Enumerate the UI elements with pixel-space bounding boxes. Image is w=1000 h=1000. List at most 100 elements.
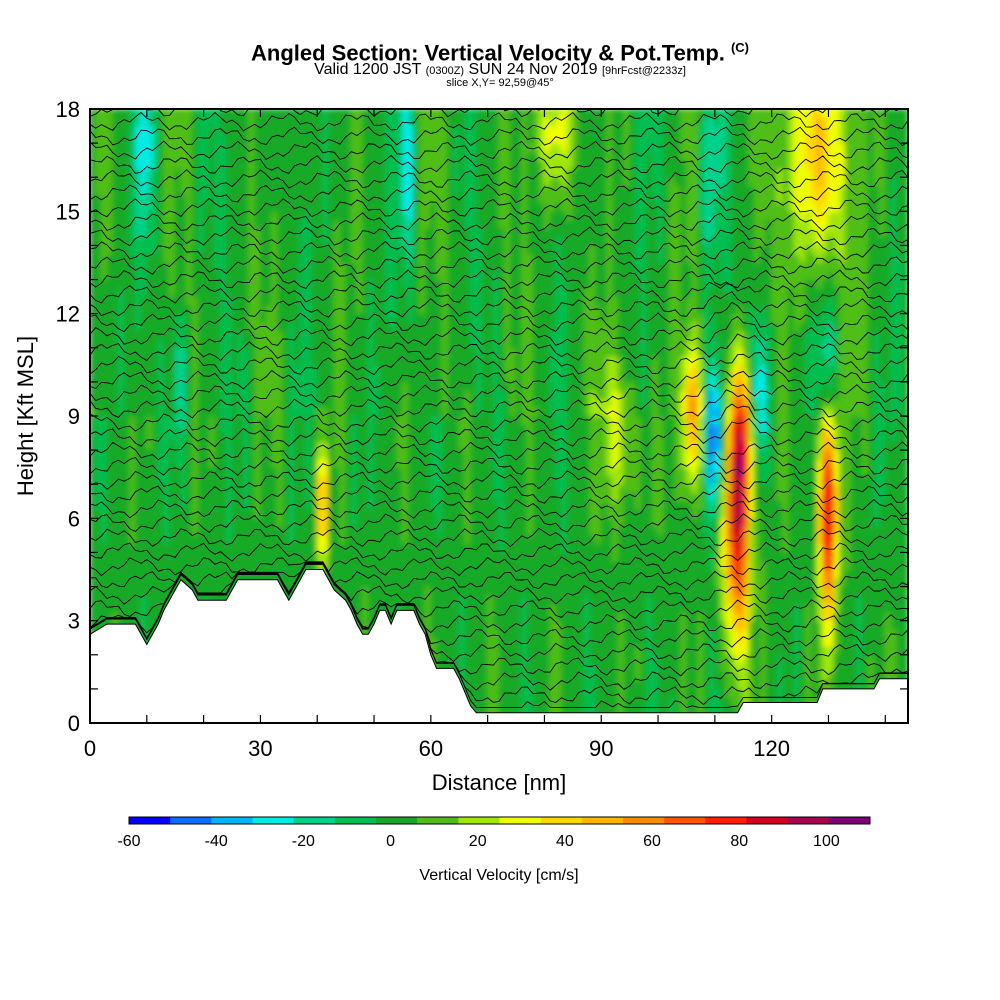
field-cell	[254, 441, 261, 451]
field-cell	[367, 304, 375, 315]
field-cell	[186, 185, 193, 195]
field-cell	[328, 449, 335, 460]
field-cell	[112, 159, 119, 170]
field-cell	[214, 193, 222, 204]
field-cell	[276, 500, 284, 511]
field-cell	[112, 475, 119, 485]
field-cell	[271, 296, 278, 306]
field-cell	[169, 219, 176, 229]
field-cell	[362, 304, 369, 315]
field-cell	[191, 483, 199, 494]
field-cell	[390, 364, 398, 374]
field-cell	[163, 551, 171, 562]
field-cell	[129, 603, 136, 613]
field-cell	[282, 466, 290, 477]
field-cell	[424, 509, 432, 519]
field-cell	[271, 509, 278, 519]
field-cell	[220, 492, 227, 502]
field-cell	[117, 202, 125, 212]
field-cell	[276, 134, 284, 144]
field-cell	[464, 560, 472, 570]
field-cell	[333, 551, 341, 562]
field-cell	[282, 142, 290, 153]
field-cell	[169, 210, 176, 221]
field-cell	[305, 253, 313, 263]
field-cell	[276, 560, 284, 570]
field-cell	[208, 262, 216, 272]
field-cell	[265, 406, 273, 417]
field-cell	[322, 270, 330, 281]
field-cell	[265, 475, 273, 485]
field-cell	[248, 168, 256, 178]
field-cell	[311, 125, 318, 136]
field-cell	[146, 236, 153, 246]
field-cell	[180, 415, 188, 426]
field-cell	[220, 227, 227, 238]
field-cell	[299, 364, 307, 374]
field-cell	[265, 193, 273, 204]
field-cell	[401, 500, 409, 511]
field-cell	[373, 483, 381, 494]
field-cell	[373, 134, 381, 144]
field-cell	[174, 304, 182, 315]
field-cell	[339, 330, 347, 340]
field-cell	[464, 586, 472, 596]
field-cell	[254, 151, 261, 161]
field-cell	[180, 347, 188, 357]
field-cell	[356, 236, 364, 246]
field-cell	[259, 509, 267, 519]
field-cell	[316, 210, 324, 221]
field-cell	[265, 134, 273, 144]
field-cell	[356, 381, 364, 391]
field-cell	[464, 117, 472, 127]
field-cell	[237, 236, 244, 246]
field-cell	[214, 586, 222, 596]
field-cell	[225, 270, 233, 281]
field-cell	[100, 483, 108, 494]
field-cell	[157, 142, 165, 153]
field-cell	[356, 577, 364, 588]
field-cell	[458, 364, 466, 374]
field-cell	[333, 262, 341, 272]
field-cell	[282, 253, 290, 263]
field-cell	[140, 262, 148, 272]
field-cell	[174, 466, 182, 477]
field-cell	[203, 475, 210, 485]
field-cell	[328, 500, 335, 511]
field-cell	[447, 381, 455, 391]
field-cell	[100, 330, 108, 340]
field-cell	[140, 577, 148, 588]
field-cell	[100, 109, 108, 119]
field-cell	[95, 134, 102, 144]
field-cell	[254, 509, 261, 519]
field-cell	[418, 109, 426, 119]
field-cell	[288, 125, 295, 136]
field-cell	[163, 534, 171, 545]
field-cell	[112, 509, 119, 519]
field-cell	[447, 432, 455, 443]
field-cell	[129, 168, 136, 178]
field-cell	[447, 509, 455, 519]
field-cell	[475, 424, 483, 434]
field-cell	[447, 586, 455, 596]
field-cell	[288, 483, 295, 494]
field-cell	[163, 398, 171, 408]
field-cell	[140, 432, 148, 443]
field-cell	[174, 142, 182, 153]
field-cell	[237, 244, 244, 255]
field-cell	[95, 296, 102, 306]
field-cell	[367, 509, 375, 519]
field-cell	[95, 193, 102, 204]
field-cell	[157, 253, 165, 263]
field-cell	[271, 262, 278, 272]
field-cell	[390, 534, 398, 545]
field-cell	[112, 543, 119, 553]
field-cell	[299, 483, 307, 494]
field-cell	[208, 313, 216, 323]
field-cell	[367, 560, 375, 570]
field-cell	[447, 304, 455, 315]
field-cell	[333, 109, 341, 119]
field-cell	[197, 210, 205, 221]
field-cell	[436, 406, 443, 417]
field-cell	[282, 526, 290, 536]
